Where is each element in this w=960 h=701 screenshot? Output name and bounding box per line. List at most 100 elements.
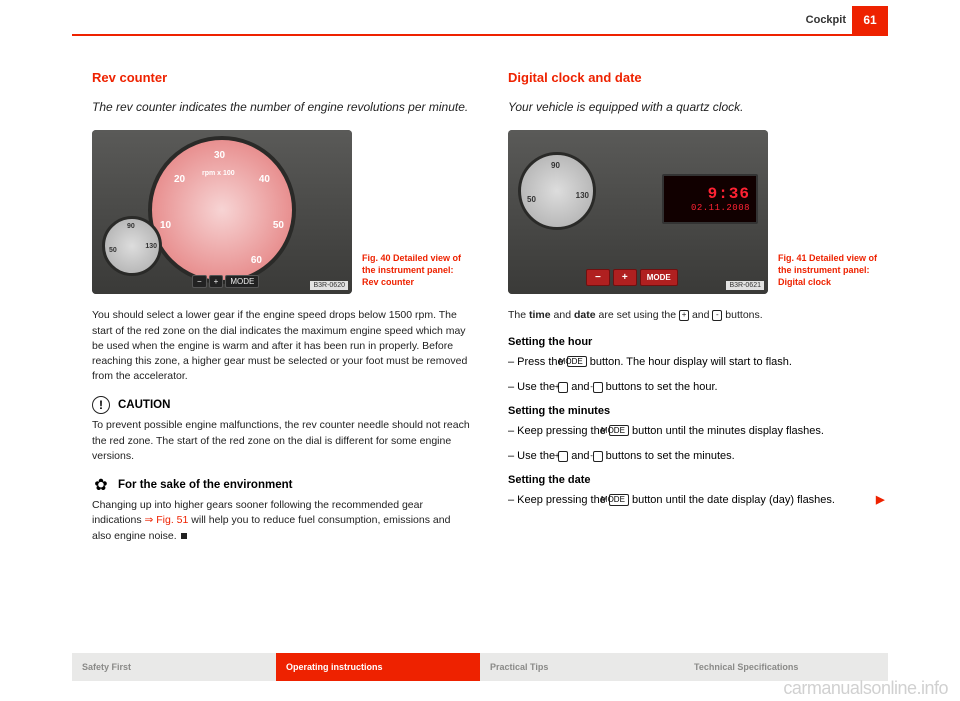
footer-practical[interactable]: Practical Tips	[480, 653, 684, 681]
mode-button-icon-2: MODE	[609, 425, 629, 437]
tick-60: 60	[251, 255, 262, 266]
intro-mid: and	[551, 309, 574, 321]
date-step-1: – Keep pressing the MODE button until th…	[508, 492, 888, 510]
f41-stick-90: 90	[551, 161, 560, 170]
stick-50: 50	[109, 247, 117, 254]
footer-tabs: Safety First Operating instructions Prac…	[72, 653, 888, 681]
min-step-2: – Use the + and - buttons to set the min…	[508, 448, 888, 466]
intro-pre: The	[508, 309, 529, 321]
caution-text: To prevent possible engine malfunctions,…	[92, 418, 472, 464]
minus-button-icon-2: -	[593, 382, 603, 393]
end-marker-icon	[181, 533, 187, 539]
intro-time: time	[529, 309, 551, 321]
hour1-pre: – Press the	[508, 356, 567, 368]
hour2-pre: – Use the	[508, 381, 558, 393]
figure-41-caption: Fig. 41 Detailed view of the instrument …	[778, 253, 888, 294]
fig40-plus-button: +	[209, 275, 224, 288]
figure-41-row: 50 90 130 9:36 02.11.2008 − + MODE B3R-0…	[508, 130, 888, 294]
hour-step-1: – Press the MODE button. The hour displa…	[508, 354, 888, 372]
mode-button-icon: MODE	[567, 356, 587, 368]
env-fig-link[interactable]: ⇒ Fig. 51	[145, 514, 189, 526]
rev-counter-heading: Rev counter	[92, 70, 472, 85]
f41-stick-50: 50	[527, 195, 536, 204]
section-name: Cockpit	[806, 14, 846, 26]
caution-header: ! CAUTION	[92, 396, 472, 414]
intro-post: are set using the	[596, 309, 679, 321]
intro-and: and	[689, 309, 712, 321]
min1-post: button until the minutes display flashes…	[629, 425, 824, 437]
min2-pre: – Use the	[508, 450, 558, 462]
footer-operating[interactable]: Operating instructions	[276, 653, 480, 681]
fig40-minus-button: −	[192, 275, 207, 288]
tick-unit: rpm x 100	[202, 170, 235, 177]
fig41-plus-button: +	[613, 269, 637, 286]
hour1-post: button. The hour display will start to f…	[587, 356, 792, 368]
tick-40: 40	[259, 174, 270, 185]
plus-button-icon-3: +	[558, 451, 568, 462]
flower-icon: ✿	[92, 476, 110, 494]
footer-techspec[interactable]: Technical Specifications	[684, 653, 888, 681]
rev-counter-body: You should select a lower gear if the en…	[92, 308, 472, 384]
digital-clock-lead: Your vehicle is equipped with a quartz c…	[508, 99, 888, 116]
hour2-post: buttons to set the hour.	[603, 381, 718, 393]
fig41-mode-buttons: − + MODE	[586, 269, 678, 286]
clock-intro: The time and date are set using the + an…	[508, 308, 888, 323]
page-number: 61	[852, 6, 888, 34]
stick-90: 90	[127, 223, 135, 230]
figure-40-caption: Fig. 40 Detailed view of the instrument …	[362, 253, 472, 294]
page-header: Cockpit 61	[0, 0, 960, 40]
hour-step-2: – Use the + and - buttons to set the hou…	[508, 379, 888, 397]
fig41-minus-button: −	[586, 269, 610, 286]
header-rule	[72, 34, 888, 36]
tick-30: 30	[214, 150, 225, 161]
plus-button-icon: +	[679, 310, 689, 321]
fig41-time: 9:36	[708, 185, 750, 203]
fig41-display: 9:36 02.11.2008	[662, 174, 758, 224]
mode-button-icon-3: MODE	[609, 494, 629, 506]
fig41-tag: B3R-0621	[726, 281, 764, 290]
watermark: carmanualsonline.info	[783, 678, 948, 699]
right-column: Digital clock and date Your vehicle is e…	[508, 70, 888, 641]
environment-header: ✿ For the sake of the environment	[92, 476, 472, 494]
hour2-mid: and	[568, 381, 592, 393]
minus-button-icon: -	[712, 310, 722, 321]
fig41-temp-gauge: 50 90 130	[518, 152, 596, 230]
minus-button-icon-3: -	[593, 451, 603, 462]
fig41-mode-button: MODE	[640, 269, 678, 286]
plus-button-icon-2: +	[558, 382, 568, 393]
environment-text: Changing up into higher gears sooner fol…	[92, 498, 472, 544]
fig40-mode-buttons: − + MODE	[192, 275, 259, 288]
min1-pre: – Keep pressing the	[508, 425, 609, 437]
setting-minutes-heading: Setting the minutes	[508, 405, 888, 417]
f41-stick-130: 130	[576, 191, 589, 200]
figure-40-image: 10 20 30 40 50 60 rpm x 100 50 90 130 − …	[92, 130, 352, 294]
setting-date-heading: Setting the date	[508, 474, 888, 486]
digital-clock-heading: Digital clock and date	[508, 70, 888, 85]
content-area: Rev counter The rev counter indicates th…	[92, 70, 888, 641]
date1-post: button until the date display (day) flas…	[629, 494, 835, 506]
setting-hour-heading: Setting the hour	[508, 336, 888, 348]
tick-20: 20	[174, 174, 185, 185]
min-step-1: – Keep pressing the MODE button until th…	[508, 423, 888, 441]
min2-mid: and	[568, 450, 592, 462]
caution-icon: !	[92, 396, 110, 414]
rev-counter-lead: The rev counter indicates the number of …	[92, 99, 472, 116]
fig40-temp-gauge: 50 90 130	[102, 216, 162, 276]
stick-130: 130	[145, 243, 157, 250]
fig40-tachometer: 10 20 30 40 50 60 rpm x 100	[148, 136, 296, 284]
environment-label: For the sake of the environment	[118, 479, 292, 491]
footer-safety[interactable]: Safety First	[72, 653, 276, 681]
min2-post: buttons to set the minutes.	[603, 450, 735, 462]
fig40-mode-button: MODE	[225, 275, 259, 288]
fig41-date: 02.11.2008	[691, 203, 750, 213]
date1-pre: – Keep pressing the	[508, 494, 609, 506]
fig40-tag: B3R-0620	[310, 281, 348, 290]
left-column: Rev counter The rev counter indicates th…	[92, 70, 472, 641]
figure-40-row: 10 20 30 40 50 60 rpm x 100 50 90 130 − …	[92, 130, 472, 294]
tick-10: 10	[160, 220, 171, 231]
caution-label: CAUTION	[118, 399, 170, 411]
intro-date: date	[574, 309, 596, 321]
intro-end: buttons.	[722, 309, 762, 321]
figure-41-image: 50 90 130 9:36 02.11.2008 − + MODE B3R-0…	[508, 130, 768, 294]
tick-50: 50	[273, 220, 284, 231]
